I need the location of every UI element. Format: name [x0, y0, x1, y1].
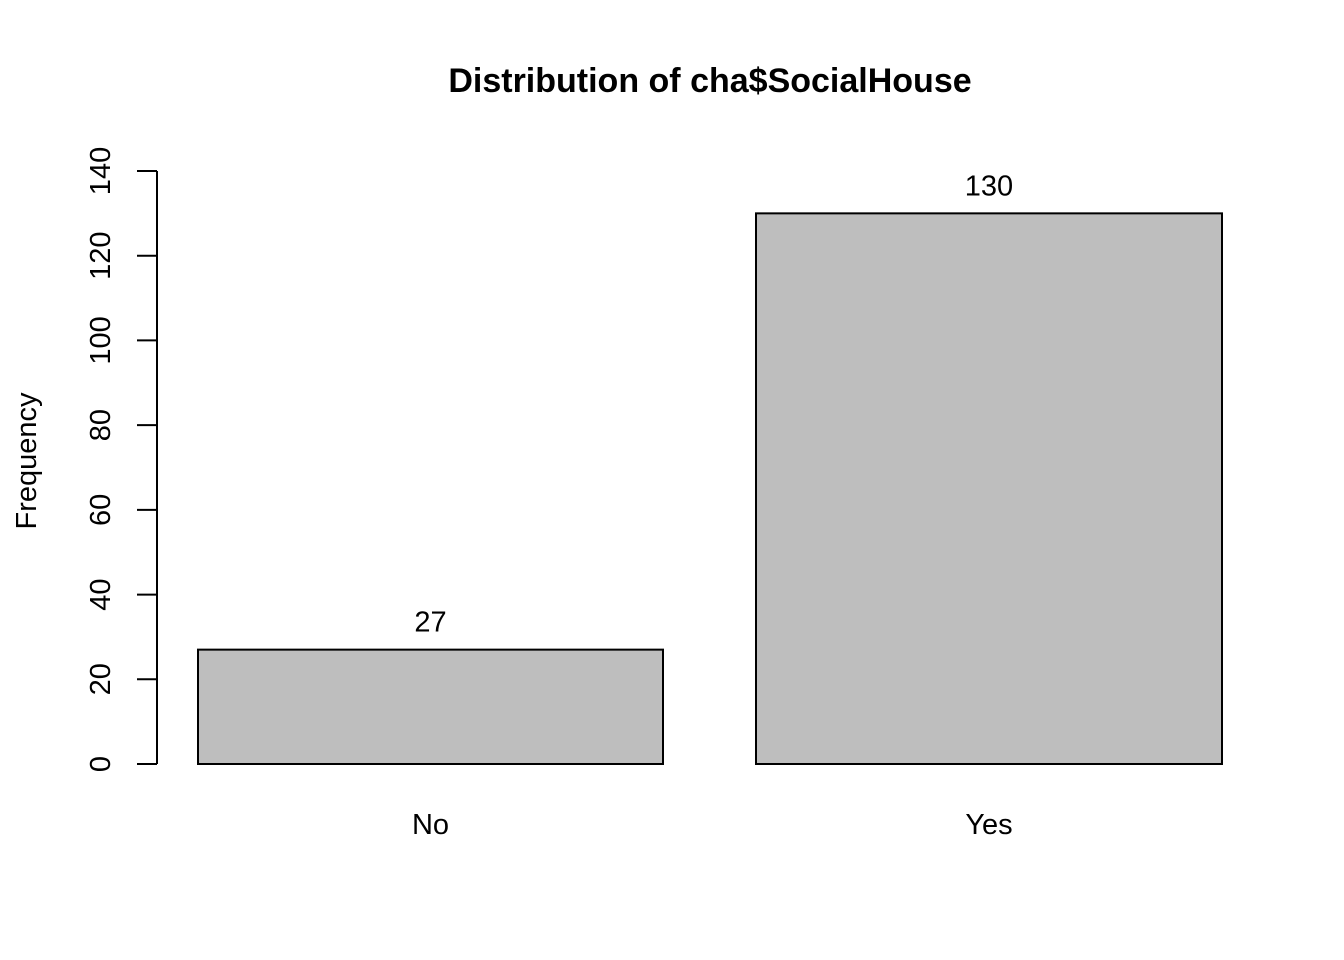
y-tick-label: 120 [85, 232, 117, 280]
bar-yes [755, 212, 1223, 766]
y-tick-label: 0 [85, 756, 117, 772]
data-label: 130 [965, 170, 1013, 202]
y-tick-label: 80 [85, 409, 117, 441]
y-tick-label: 100 [85, 316, 117, 364]
y-tick-label: 60 [85, 494, 117, 526]
y-tick-label: 40 [85, 578, 117, 610]
x-tick-label: Yes [965, 809, 1012, 841]
y-axis: 0 20 40 60 80 100 120 140 [85, 147, 158, 772]
y-axis-label: Frequency [11, 392, 43, 530]
data-labels-group: 27 130 [414, 170, 1013, 638]
chart-title: Distribution of cha$SocialHouse [448, 62, 971, 100]
data-label: 27 [414, 607, 446, 639]
x-tick-labels-group: No Yes [412, 809, 1013, 841]
bars-group [197, 212, 1223, 766]
bar-no [197, 648, 664, 766]
x-tick-label: No [412, 809, 449, 841]
y-tick-label: 20 [85, 663, 117, 695]
y-tick-label: 140 [85, 147, 117, 195]
